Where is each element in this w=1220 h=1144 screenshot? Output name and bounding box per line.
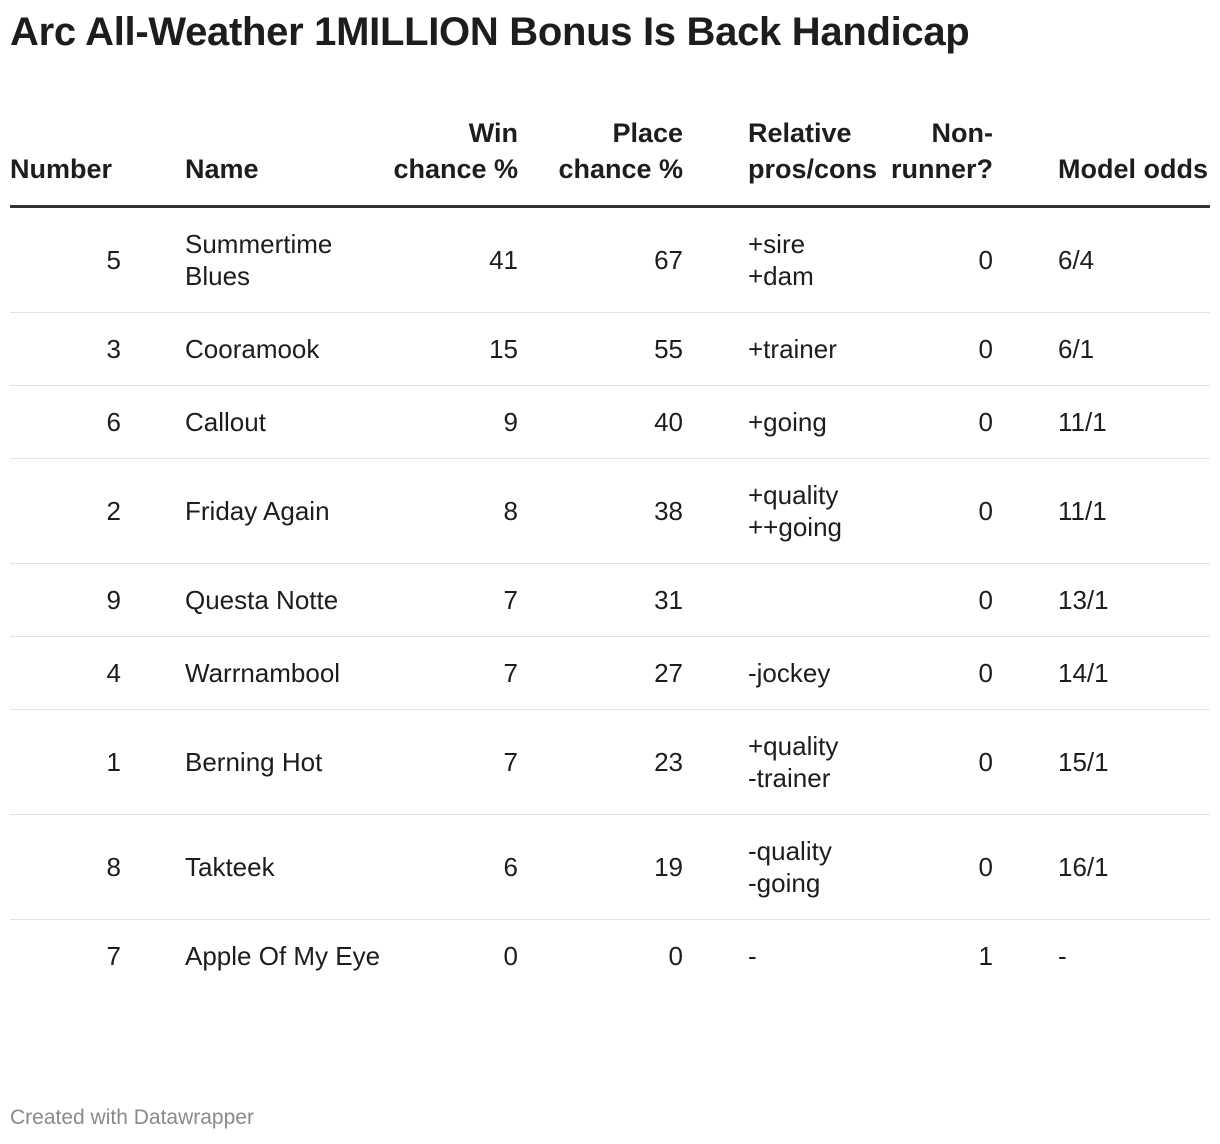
cell-name: Cooramook <box>185 312 390 386</box>
table-row: 1 Berning Hot 7 23 +quality -trainer 0 15/1 <box>10 709 1210 815</box>
cell-pros-cons: - <box>683 920 883 993</box>
cell-place-chance: 0 <box>668 941 683 971</box>
cell-name: Warrnambool <box>185 636 390 710</box>
chart-title: Arc All-Weather 1MILLION Bonus Is Back H… <box>10 10 970 54</box>
cell-name: Questa Notte <box>185 563 390 637</box>
pros-cons-item: - <box>748 941 757 971</box>
pros-cons-item: +dam <box>748 261 814 291</box>
results-table: Number Name Win chance % Place chance % … <box>10 115 1210 992</box>
cell-place-chance: 55 <box>518 312 683 386</box>
table-row: 9 Questa Notte 7 31 0 13/1 <box>10 563 1210 637</box>
cell-non-runner: 0 <box>883 563 993 637</box>
cell-win-chance: 41 <box>390 206 518 313</box>
table-row: 2 Friday Again 8 38 +quality ++going 0 11/1 <box>10 458 1210 564</box>
cell-number: 2 <box>10 458 185 564</box>
cell-place-chance: 31 <box>518 563 683 637</box>
pros-cons-item: -trainer <box>748 763 831 793</box>
cell-place-chance: 67 <box>518 206 683 313</box>
cell-model-odds: 16/1 <box>993 814 1210 920</box>
cell-non-runner: 0 <box>883 709 993 815</box>
table-row: 4 Warrnambool 7 27 -jockey 0 14/1 <box>10 636 1210 710</box>
cell-non-runner: 0 <box>883 206 993 313</box>
cell-name: Friday Again <box>185 458 390 564</box>
cell-place-chance: 23 <box>518 709 683 815</box>
cell-pros-cons: -jockey <box>683 636 883 710</box>
table-row: 6 Callout 9 40 +going 0 11/1 <box>10 385 1210 459</box>
cell-win-chance: 9 <box>390 385 518 459</box>
cell-win-chance: 6 <box>390 814 518 920</box>
cell-win-chance: 0 <box>503 941 518 971</box>
pros-cons-item: +sire <box>748 229 806 259</box>
cell-model-odds: 6/1 <box>993 312 1210 386</box>
pros-cons-item: +quality <box>748 480 839 510</box>
cell-non-runner: 0 <box>883 458 993 564</box>
table-header-row: Number Name Win chance % Place chance % … <box>10 115 1210 208</box>
cell-non-runner: 0 <box>883 636 993 710</box>
credit-footer: Created with Datawrapper <box>10 1106 254 1129</box>
cell-number: 3 <box>10 312 185 386</box>
cell-name: Berning Hot <box>185 709 390 815</box>
cell-place-chance: 40 <box>518 385 683 459</box>
cell-place-chance: 27 <box>518 636 683 710</box>
cell-number: 7 <box>106 941 121 971</box>
cell-non-runner: 0 <box>883 814 993 920</box>
header-name[interactable]: Name <box>185 115 390 208</box>
table-row: 3 Cooramook 15 55 +trainer 0 6/1 <box>10 312 1210 386</box>
cell-pros-cons: +going <box>683 385 883 459</box>
cell-number: 1 <box>10 709 185 815</box>
header-place-chance[interactable]: Place chance % <box>518 115 683 208</box>
cell-model-odds: 15/1 <box>993 709 1210 815</box>
cell-model-odds: 11/1 <box>993 458 1210 564</box>
cell-win-chance: 7 <box>390 563 518 637</box>
cell-name: Apple Of My Eye <box>185 941 381 971</box>
cell-non-runner: 1 <box>978 941 993 971</box>
pros-cons-item: +going <box>748 407 827 437</box>
cell-model-odds: 11/1 <box>993 385 1210 459</box>
cell-place-chance: 19 <box>518 814 683 920</box>
cell-name: Summertime Blues <box>185 206 390 313</box>
cell-number: 5 <box>10 206 185 313</box>
pros-cons-item: -going <box>748 868 821 898</box>
cell-number: 9 <box>10 563 185 637</box>
cell-pros-cons: +quality ++going <box>683 458 883 564</box>
cell-pros-cons: -quality -going <box>683 814 883 920</box>
cell-model-odds: 13/1 <box>993 563 1210 637</box>
cell-non-runner: 0 <box>883 385 993 459</box>
cell-model-odds: 6/4 <box>993 206 1210 313</box>
pros-cons-item: +trainer <box>748 334 837 364</box>
table-row: 7 Apple Of My Eye 0 0 - 1 - <box>10 920 1210 993</box>
cell-pros-cons: +quality -trainer <box>683 709 883 815</box>
cell-pros-cons: +trainer <box>683 312 883 386</box>
cell-win-chance: 7 <box>390 709 518 815</box>
cell-win-chance: 7 <box>390 636 518 710</box>
table-row: 5 Summertime Blues 41 67 +sire +dam 0 6/4 <box>10 206 1210 313</box>
header-number[interactable]: Number <box>10 115 185 208</box>
header-pros-cons[interactable]: Relative pros/cons <box>683 115 883 208</box>
cell-win-chance: 15 <box>390 312 518 386</box>
cell-place-chance: 38 <box>518 458 683 564</box>
table-body: 5 Summertime Blues 41 67 +sire +dam 0 6/4 3 Coora… <box>10 206 1210 993</box>
cell-win-chance: 8 <box>390 458 518 564</box>
cell-name: Callout <box>185 385 390 459</box>
cell-pros-cons <box>683 563 883 637</box>
table-row: 8 Takteek 6 19 -quality -going 0 16/1 <box>10 814 1210 920</box>
cell-pros-cons: +sire +dam <box>683 206 883 313</box>
cell-model-odds: 14/1 <box>993 636 1210 710</box>
cell-model-odds: - <box>1058 941 1067 971</box>
cell-number: 6 <box>10 385 185 459</box>
header-non-runner[interactable]: Non-runner? <box>883 115 993 208</box>
cell-non-runner: 0 <box>883 312 993 386</box>
cell-name: Takteek <box>185 814 390 920</box>
cell-number: 4 <box>10 636 185 710</box>
header-win-chance[interactable]: Win chance % <box>390 115 518 208</box>
pros-cons-item: ++going <box>748 512 842 542</box>
pros-cons-item: -jockey <box>748 658 831 688</box>
cell-number: 8 <box>10 814 185 920</box>
pros-cons-item: +quality <box>748 731 839 761</box>
pros-cons-item: -quality <box>748 836 832 866</box>
header-model-odds[interactable]: Model odds <box>993 115 1210 208</box>
